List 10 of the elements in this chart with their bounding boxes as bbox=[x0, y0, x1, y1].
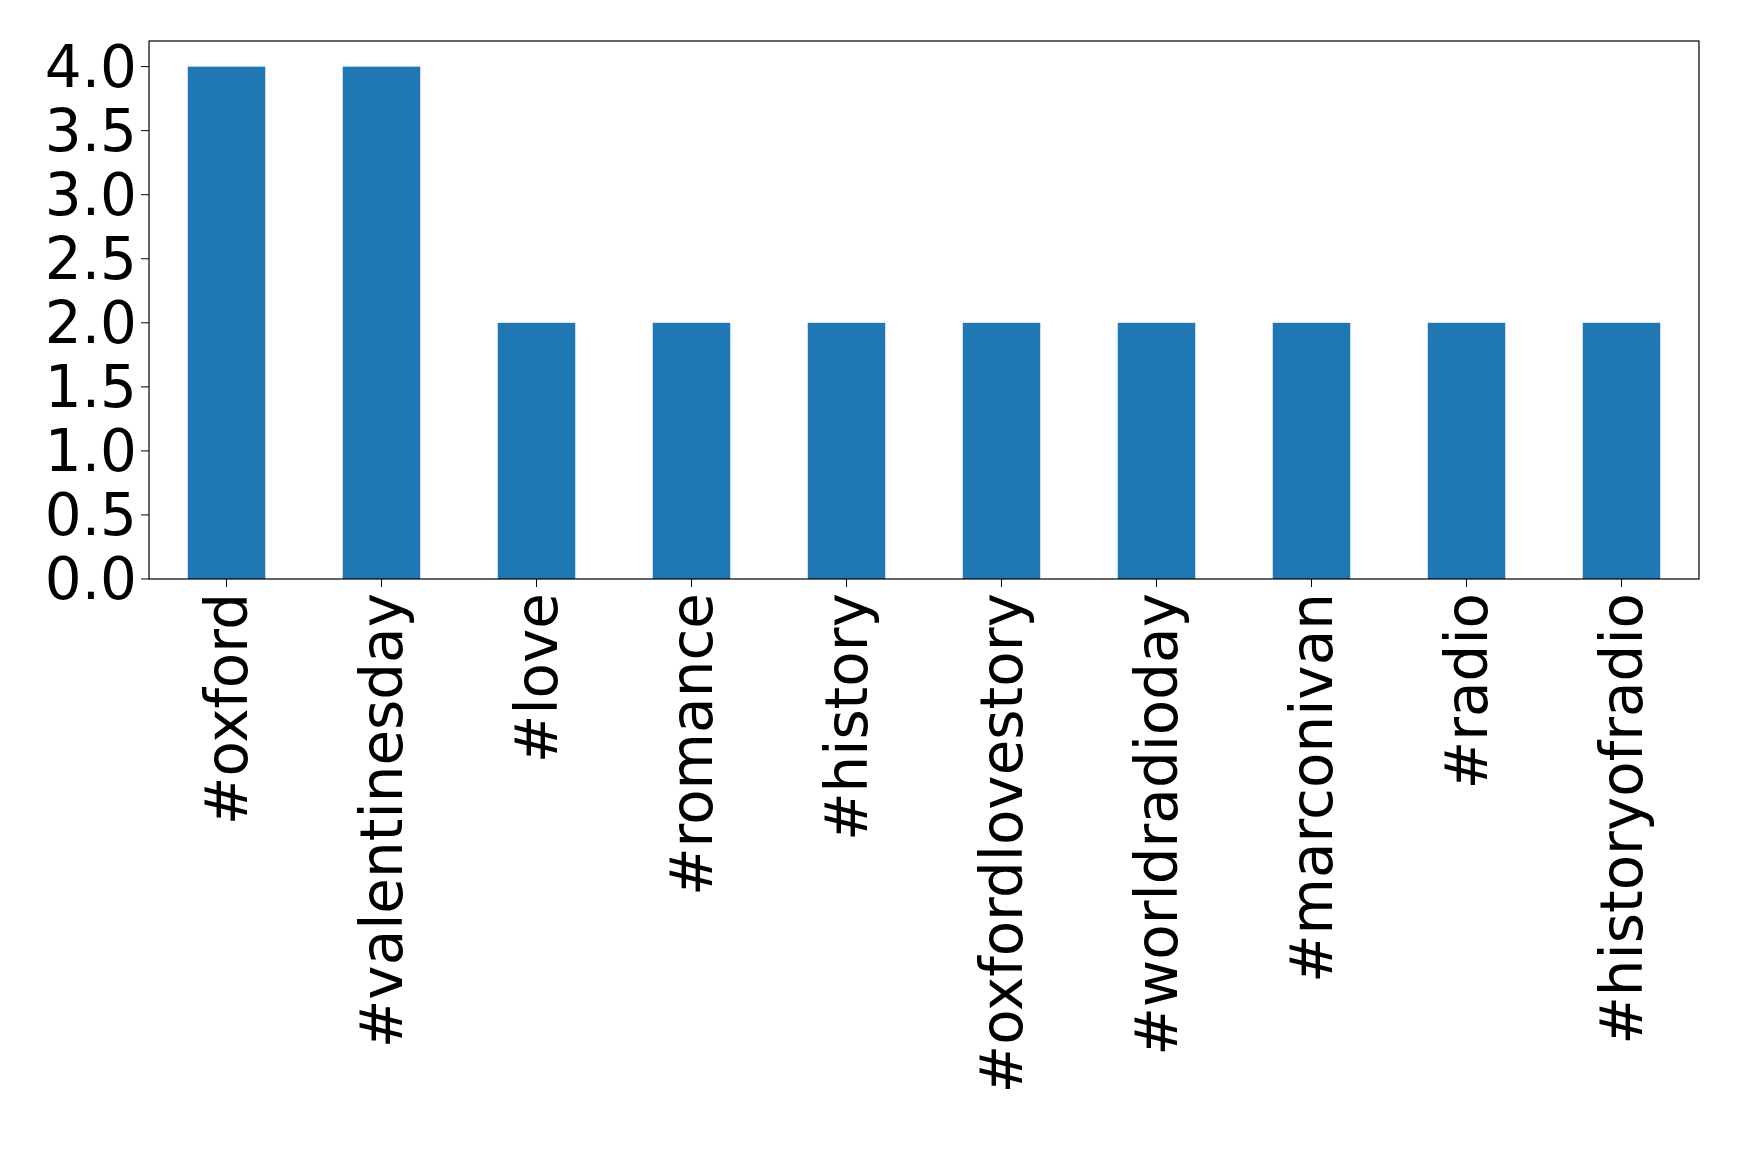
x-tick-label: #oxford bbox=[192, 593, 261, 826]
x-tick-label: #history bbox=[812, 593, 881, 842]
x-tick-label: #valentinesday bbox=[347, 593, 416, 1049]
x-tick-label: #worldradioday bbox=[1122, 593, 1191, 1056]
x-tick-label: #radio bbox=[1432, 593, 1501, 790]
x-tick-label: #marconivan bbox=[1277, 593, 1346, 984]
x-tick-label: #historyofradio bbox=[1587, 593, 1656, 1045]
x-tick-label: #oxfordlovestory bbox=[967, 593, 1036, 1094]
x-tick-label: #love bbox=[502, 593, 571, 764]
x-tick-label: #romance bbox=[657, 593, 726, 897]
